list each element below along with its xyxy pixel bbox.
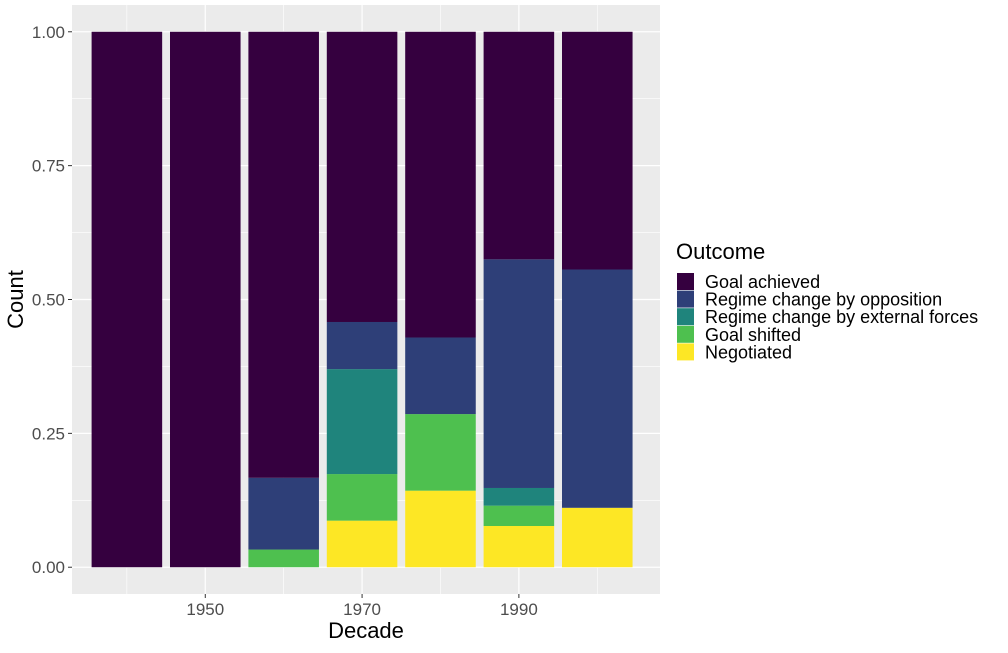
bar-segment [326,369,398,475]
y-tick-label: 0.25 [32,424,65,443]
legend-swatch [677,273,694,290]
legend-swatch [677,308,694,326]
bar-segment [562,507,633,568]
y-tick-label: 1.00 [32,23,65,42]
legend-label: Goal achieved [705,272,820,292]
bar-segment [405,490,476,568]
legend-swatch [677,325,694,343]
legend-title: Outcome [676,239,765,264]
bar-segment [405,337,476,415]
legend-label: Goal shifted [705,325,801,345]
x-axis-title: Decade [328,618,404,643]
bar-segment [248,549,319,568]
bar-segment [405,31,476,338]
bar-segment [405,414,476,491]
bar-segment [91,31,163,568]
bar-segment [170,31,241,568]
x-tick-label: 1950 [186,600,224,619]
bar-segment [248,31,319,478]
bar-segment [483,525,555,568]
legend-swatch [677,290,694,308]
y-axis-title: Count [3,270,28,329]
axes: 0.00 0.25 0.50 0.75 1.00 1950 1970 1990 [32,23,538,619]
bar-segment [562,269,633,508]
x-tick-label: 1990 [500,600,538,619]
y-tick-label: 0.00 [32,558,65,577]
bars [91,31,633,568]
legend-label: Regime change by external forces [705,307,978,327]
bar-segment [483,487,555,506]
bar-segment [326,31,398,322]
bar-segment [326,520,398,568]
bar-segment [483,259,555,488]
bar-segment [483,31,555,260]
legend-label: Negotiated [705,342,792,362]
y-tick-label: 0.50 [32,291,65,310]
x-tick-label: 1970 [343,600,381,619]
bar-segment [483,505,555,526]
bar-segment [248,477,319,550]
legend-swatch [677,343,694,361]
y-tick-label: 0.75 [32,157,65,176]
bar-segment [326,474,398,521]
bar-segment [326,321,398,370]
bar-segment [562,31,633,270]
legend-label: Regime change by opposition [705,290,942,310]
